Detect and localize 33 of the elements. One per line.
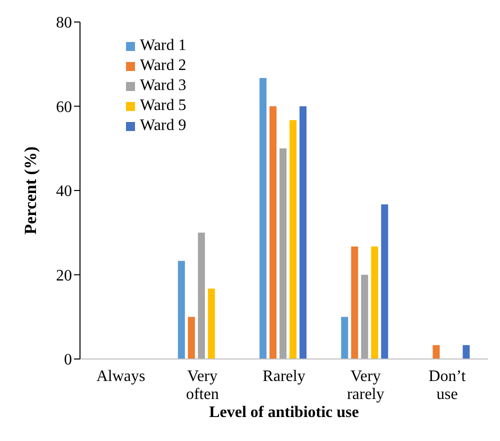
bar	[361, 274, 368, 359]
y-tick-label: 20	[56, 267, 72, 284]
bar	[381, 204, 388, 359]
x-tick-label: Don’t use	[428, 368, 466, 403]
y-tick-label: 80	[56, 14, 72, 32]
bar	[208, 288, 215, 359]
bar	[371, 246, 378, 359]
bar	[260, 78, 267, 359]
bar	[341, 316, 348, 359]
bar	[188, 316, 195, 359]
bar	[198, 232, 205, 359]
bar	[290, 120, 297, 359]
y-tick-label: 40	[56, 183, 72, 200]
bar	[351, 246, 358, 359]
x-tick-label: Rarely	[262, 368, 306, 385]
x-axis-title: Level of antibiotic use	[209, 404, 359, 421]
legend-label: Ward 1	[140, 36, 186, 56]
legend-label: Ward 3	[140, 76, 186, 96]
x-tick-label: Very rarely	[346, 368, 384, 403]
bar	[432, 345, 440, 359]
bar	[300, 106, 307, 359]
bar	[178, 260, 185, 359]
y-axis-title: Percent (%)	[21, 146, 40, 234]
x-tick-label: Always	[96, 368, 146, 385]
bar	[280, 148, 287, 359]
x-tick-label: Very often	[186, 368, 219, 403]
y-tick-label: 60	[56, 98, 72, 116]
y-tick-label: 0	[64, 352, 72, 369]
legend-label: Ward 9	[140, 116, 186, 136]
legend-label: Ward 2	[140, 56, 186, 76]
bar	[270, 106, 277, 359]
bar	[462, 345, 470, 359]
legend-label: Ward 5	[140, 96, 186, 116]
